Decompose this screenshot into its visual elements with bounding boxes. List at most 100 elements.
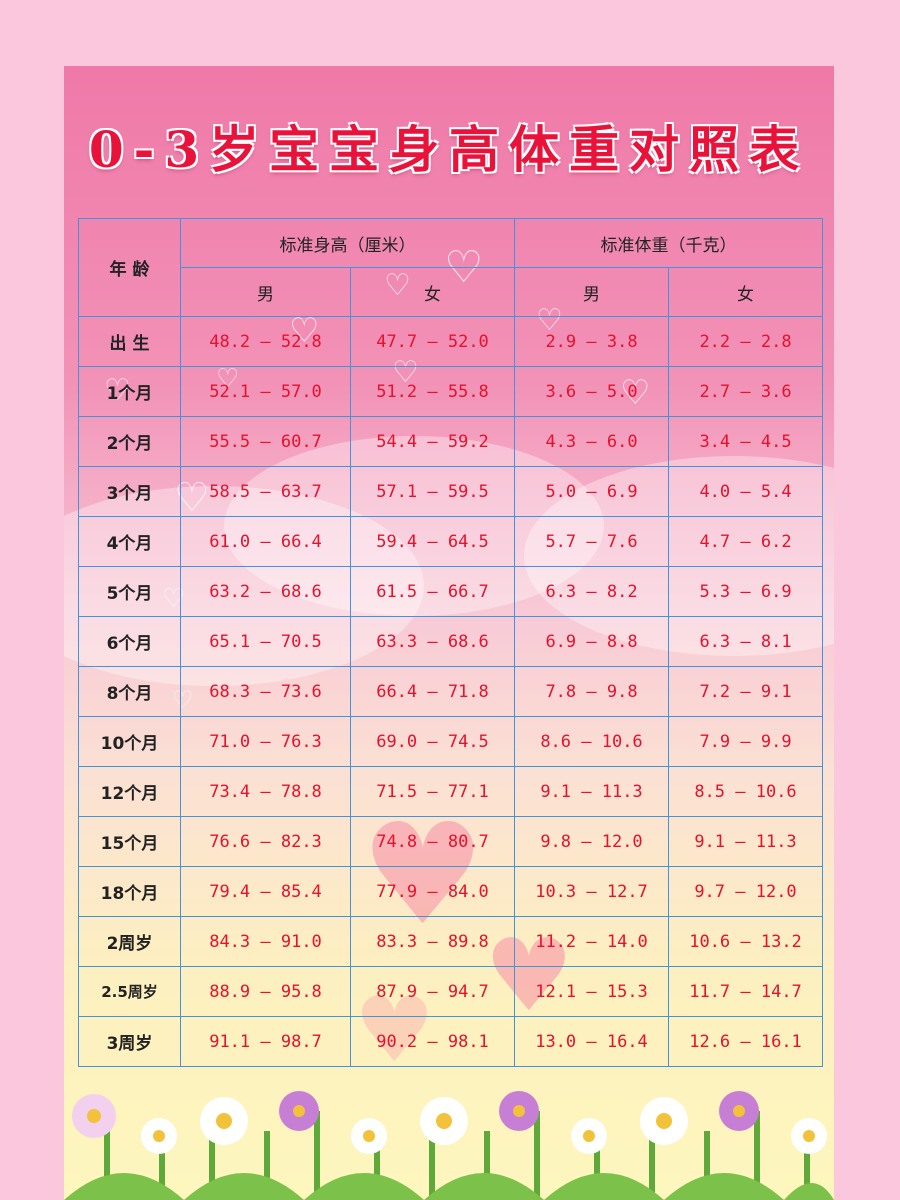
- height-female-cell: 66.4 — 71.8: [350, 666, 515, 717]
- weight-male-cell: 11.2 — 14.0: [514, 916, 669, 967]
- height-male-cell: 91.1 — 98.7: [180, 1016, 351, 1067]
- table-row: 6个月 65.1 — 70.5 63.3 — 68.6 6.9 — 8.8 6.…: [78, 616, 823, 667]
- weight-male-cell: 4.3 — 6.0: [514, 416, 669, 467]
- age-cell: 12个月: [78, 766, 181, 817]
- height-female-header: 女: [350, 267, 515, 317]
- height-female-cell: 90.2 — 98.1: [350, 1016, 515, 1067]
- poster: ♡ ♡ ♡ ♡ ♡ ♡ ♡ ♡ ♡ ♡ ♡ ♥ ♥ ♥ 0-3岁宝宝身高体重对照…: [64, 66, 834, 1200]
- weight-female-cell: 2.2 — 2.8: [668, 316, 823, 367]
- height-female-cell: 47.7 — 52.0: [350, 316, 515, 367]
- table-row: 18个月 79.4 — 85.4 77.9 — 84.0 10.3 — 12.7…: [78, 866, 823, 917]
- height-male-cell: 84.3 — 91.0: [180, 916, 351, 967]
- weight-female-cell: 5.3 — 6.9: [668, 566, 823, 617]
- weight-male-cell: 12.1 — 15.3: [514, 966, 669, 1017]
- weight-male-cell: 5.0 — 6.9: [514, 466, 669, 517]
- table-row: 15个月 76.6 — 82.3 74.8 — 80.7 9.8 — 12.0 …: [78, 816, 823, 867]
- age-cell: 8个月: [78, 666, 181, 717]
- height-male-header: 男: [180, 267, 351, 317]
- weight-female-cell: 11.7 — 14.7: [668, 966, 823, 1017]
- height-female-cell: 57.1 — 59.5: [350, 466, 515, 517]
- height-female-cell: 74.8 — 80.7: [350, 816, 515, 867]
- height-male-cell: 76.6 — 82.3: [180, 816, 351, 867]
- weight-male-cell: 9.1 — 11.3: [514, 766, 669, 817]
- age-cell: 5个月: [78, 566, 181, 617]
- weight-male-cell: 9.8 — 12.0: [514, 816, 669, 867]
- height-female-cell: 83.3 — 89.8: [350, 916, 515, 967]
- weight-female-cell: 4.0 — 5.4: [668, 466, 823, 517]
- table-row: 10个月 71.0 — 76.3 69.0 — 74.5 8.6 — 10.6 …: [78, 716, 823, 767]
- height-female-cell: 87.9 — 94.7: [350, 966, 515, 1017]
- age-cell: 3个月: [78, 466, 181, 517]
- weight-male-cell: 2.9 — 3.8: [514, 316, 669, 367]
- table-row: 4个月 61.0 — 66.4 59.4 — 64.5 5.7 — 7.6 4.…: [78, 516, 823, 567]
- height-female-cell: 71.5 — 77.1: [350, 766, 515, 817]
- height-male-cell: 61.0 — 66.4: [180, 516, 351, 567]
- height-female-cell: 69.0 — 74.5: [350, 716, 515, 767]
- height-male-cell: 71.0 — 76.3: [180, 716, 351, 767]
- height-male-cell: 48.2 — 52.8: [180, 316, 351, 367]
- height-male-cell: 52.1 — 57.0: [180, 366, 351, 417]
- weight-female-cell: 3.4 — 4.5: [668, 416, 823, 467]
- height-male-cell: 65.1 — 70.5: [180, 616, 351, 667]
- weight-male-cell: 7.8 — 9.8: [514, 666, 669, 717]
- age-cell: 15个月: [78, 816, 181, 867]
- height-male-cell: 58.5 — 63.7: [180, 466, 351, 517]
- weight-female-cell: 10.6 — 13.2: [668, 916, 823, 967]
- table-row: 2.5周岁 88.9 — 95.8 87.9 — 94.7 12.1 — 15.…: [78, 966, 823, 1017]
- weight-male-cell: 3.6 — 5.0: [514, 366, 669, 417]
- age-cell: 4个月: [78, 516, 181, 567]
- height-male-cell: 63.2 — 68.6: [180, 566, 351, 617]
- table-row: 5个月 63.2 — 68.6 61.5 — 66.7 6.3 — 8.2 5.…: [78, 566, 823, 617]
- weight-male-cell: 10.3 — 12.7: [514, 866, 669, 917]
- age-cell: 2.5周岁: [78, 966, 181, 1017]
- height-female-cell: 63.3 — 68.6: [350, 616, 515, 667]
- age-cell: 18个月: [78, 866, 181, 917]
- weight-male-cell: 13.0 — 16.4: [514, 1016, 669, 1067]
- weight-female-cell: 8.5 — 10.6: [668, 766, 823, 817]
- height-female-cell: 77.9 — 84.0: [350, 866, 515, 917]
- weight-female-header: 女: [668, 267, 823, 317]
- age-cell: 3周岁: [78, 1016, 181, 1067]
- weight-male-cell: 5.7 — 7.6: [514, 516, 669, 567]
- age-cell: 2个月: [78, 416, 181, 467]
- growth-table: 年 龄 标准身高（厘米） 标准体重（千克） 男 女 男 女 出 生 48.2 —…: [78, 218, 823, 1067]
- table-row: 2周岁 84.3 — 91.0 83.3 — 89.8 11.2 — 14.0 …: [78, 916, 823, 967]
- age-cell: 10个月: [78, 716, 181, 767]
- weight-female-cell: 12.6 — 16.1: [668, 1016, 823, 1067]
- table-row: 出 生 48.2 — 52.8 47.7 — 52.0 2.9 — 3.8 2.…: [78, 316, 823, 367]
- weight-male-cell: 6.9 — 8.8: [514, 616, 669, 667]
- height-male-cell: 73.4 — 78.8: [180, 766, 351, 817]
- height-male-cell: 88.9 — 95.8: [180, 966, 351, 1017]
- table-row: 1个月 52.1 — 57.0 51.2 — 55.8 3.6 — 5.0 2.…: [78, 366, 823, 417]
- height-male-cell: 79.4 — 85.4: [180, 866, 351, 917]
- age-cell: 2周岁: [78, 916, 181, 967]
- table-row: 2个月 55.5 — 60.7 54.4 — 59.2 4.3 — 6.0 3.…: [78, 416, 823, 467]
- height-female-cell: 59.4 — 64.5: [350, 516, 515, 567]
- weight-female-cell: 2.7 — 3.6: [668, 366, 823, 417]
- weight-male-header: 男: [514, 267, 669, 317]
- weight-female-cell: 7.9 — 9.9: [668, 716, 823, 767]
- flower-border-decoration: [64, 1091, 834, 1200]
- height-female-cell: 51.2 — 55.8: [350, 366, 515, 417]
- table-row: 3周岁 91.1 — 98.7 90.2 — 98.1 13.0 — 16.4 …: [78, 1016, 823, 1067]
- height-female-cell: 61.5 — 66.7: [350, 566, 515, 617]
- height-male-cell: 68.3 — 73.6: [180, 666, 351, 717]
- weight-male-cell: 8.6 — 10.6: [514, 716, 669, 767]
- age-cell: 出 生: [78, 316, 181, 367]
- weight-female-cell: 6.3 — 8.1: [668, 616, 823, 667]
- table-row: 12个月 73.4 — 78.8 71.5 — 77.1 9.1 — 11.3 …: [78, 766, 823, 817]
- weight-female-cell: 7.2 — 9.1: [668, 666, 823, 717]
- weight-female-cell: 9.7 — 12.0: [668, 866, 823, 917]
- age-cell: 1个月: [78, 366, 181, 417]
- height-header: 标准身高（厘米）: [180, 218, 515, 268]
- table-row: 8个月 68.3 — 73.6 66.4 — 71.8 7.8 — 9.8 7.…: [78, 666, 823, 717]
- height-male-cell: 55.5 — 60.7: [180, 416, 351, 467]
- height-female-cell: 54.4 — 59.2: [350, 416, 515, 467]
- weight-male-cell: 6.3 — 8.2: [514, 566, 669, 617]
- weight-header: 标准体重（千克）: [514, 218, 823, 268]
- table-row: 3个月 58.5 — 63.7 57.1 — 59.5 5.0 — 6.9 4.…: [78, 466, 823, 517]
- age-header: 年 龄: [78, 218, 181, 317]
- age-cell: 6个月: [78, 616, 181, 667]
- weight-female-cell: 9.1 — 11.3: [668, 816, 823, 867]
- page-title: 0-3岁宝宝身高体重对照表: [88, 120, 810, 179]
